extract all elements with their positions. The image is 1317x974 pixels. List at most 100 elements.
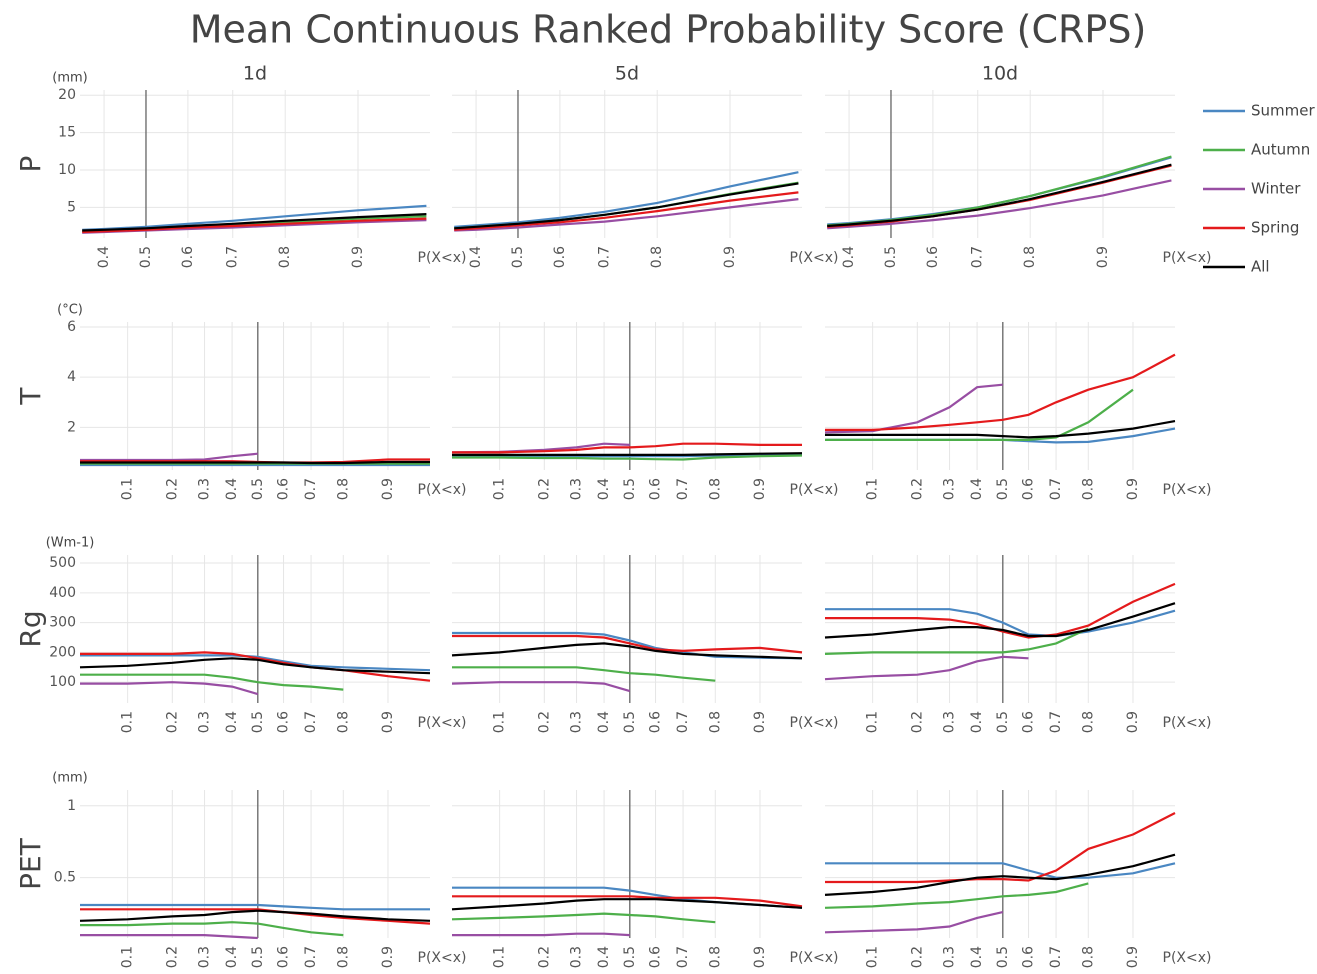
x-tick-label: 0.8 [277,246,293,268]
x-tick-label: 0.4 [841,246,857,268]
x-tick-label: 0.2 [164,478,180,500]
x-tick-label: 0.9 [722,246,738,268]
series-line [827,163,1172,228]
column-title: 10d [982,63,1018,85]
series-line [824,655,1029,681]
x-tick-label: 0.2 [164,946,180,968]
series-line [825,812,1176,884]
series-line [80,460,430,465]
x-tick-label: 0.1 [865,711,881,733]
x-tick-label: 0.7 [675,478,691,500]
x-tick-label: 0.8 [335,711,351,733]
series-line [451,898,803,911]
x-tick-label: 0.9 [380,946,396,968]
series-line [80,651,431,682]
x-tick-label: 0.7 [303,711,319,733]
y-tick-label: 15 [58,125,76,141]
legend-label: Summer [1251,102,1315,120]
x-tick-label: 0.7 [1048,946,1064,968]
unit-label: (°C) [57,303,83,318]
x-tick-label: 0.6 [925,246,941,268]
x-tick-label: 0.5 [622,946,638,968]
y-tick-label: 10 [58,162,76,178]
x-tick-label: 0.3 [942,946,958,968]
series-line [454,182,799,230]
x-tick-label: 0.9 [752,946,768,968]
x-tick-label: 0.5 [250,711,266,733]
unit-label: (mm) [52,71,87,86]
x-tick-label: 0.5 [883,246,899,268]
series-line [825,420,1176,439]
series-line [824,882,1089,909]
series-line [80,681,259,696]
series-line [452,442,802,454]
series-line [454,191,799,231]
y-tick-label: 5 [67,199,76,215]
x-tick-label: 0.7 [1048,711,1064,733]
series-line [452,454,803,461]
series-line [80,921,344,937]
x-tick-label: 0.1 [865,946,881,968]
x-tick-label: 0.3 [942,478,958,500]
x-tick-label: 0.4 [596,711,612,733]
x-axis-label: P(X<x) [418,250,467,266]
y-tick-label: 2 [67,419,76,435]
series-line [827,179,1172,230]
series-line [824,627,1089,655]
row-label: P [14,156,47,173]
x-tick-label: 0.6 [552,246,568,268]
x-tick-label: 0.8 [707,711,723,733]
x-tick-label: 0.6 [1021,946,1037,968]
x-tick-label: 0.5 [995,711,1011,733]
x-tick-label: 0.2 [536,946,552,968]
series-line [825,862,1176,879]
x-tick-label: 0.3 [942,711,958,733]
row-label: T [14,387,47,406]
y-tick-label: 0.5 [54,870,76,886]
x-axis-label: P(X<x) [790,482,839,498]
x-tick-label: 0.5 [510,246,526,268]
y-tick-label: 500 [49,555,76,571]
x-tick-label: 0.2 [909,946,925,968]
x-tick-label: 0.2 [909,711,925,733]
x-tick-label: 0.3 [197,478,213,500]
series-line [79,657,431,675]
x-tick-label: 0.8 [1080,478,1096,500]
x-tick-label: 0.9 [1095,246,1111,268]
y-tick-label: 400 [49,585,76,601]
x-tick-label: 0.5 [622,711,638,733]
x-tick-label: 0.6 [180,246,196,268]
x-tick-label: 0.3 [569,946,585,968]
x-tick-label: 0.1 [120,711,136,733]
series-line [452,452,803,456]
x-tick-label: 0.7 [970,246,986,268]
y-tick-label: 200 [49,644,76,660]
x-tick-label: 0.4 [969,478,985,500]
series-line [825,353,1176,431]
x-tick-label: 0.4 [596,946,612,968]
series-line [452,634,803,654]
x-axis-label: P(X<x) [790,950,839,966]
series-line [825,582,1176,639]
x-tick-label: 0.6 [276,946,292,968]
x-tick-label: 0.8 [335,946,351,968]
x-tick-label: 0.8 [649,246,665,268]
x-tick-label: 0.9 [350,246,366,268]
x-tick-label: 0.6 [276,711,292,733]
x-tick-label: 0.3 [569,478,585,500]
x-axis-label: P(X<x) [1163,950,1212,966]
x-tick-label: 0.1 [120,478,136,500]
x-tick-label: 0.1 [492,711,508,733]
x-tick-label: 0.2 [536,711,552,733]
legend-label: Spring [1251,219,1299,237]
x-tick-label: 0.9 [1125,478,1141,500]
x-axis-label: P(X<x) [790,250,839,266]
x-tick-label: 0.6 [1021,711,1037,733]
series-line [452,932,630,937]
x-tick-label: 0.3 [569,711,585,733]
series-line [80,673,344,691]
x-tick-label: 0.4 [224,711,240,733]
series-line [82,217,427,234]
x-tick-label: 0.5 [250,946,266,968]
